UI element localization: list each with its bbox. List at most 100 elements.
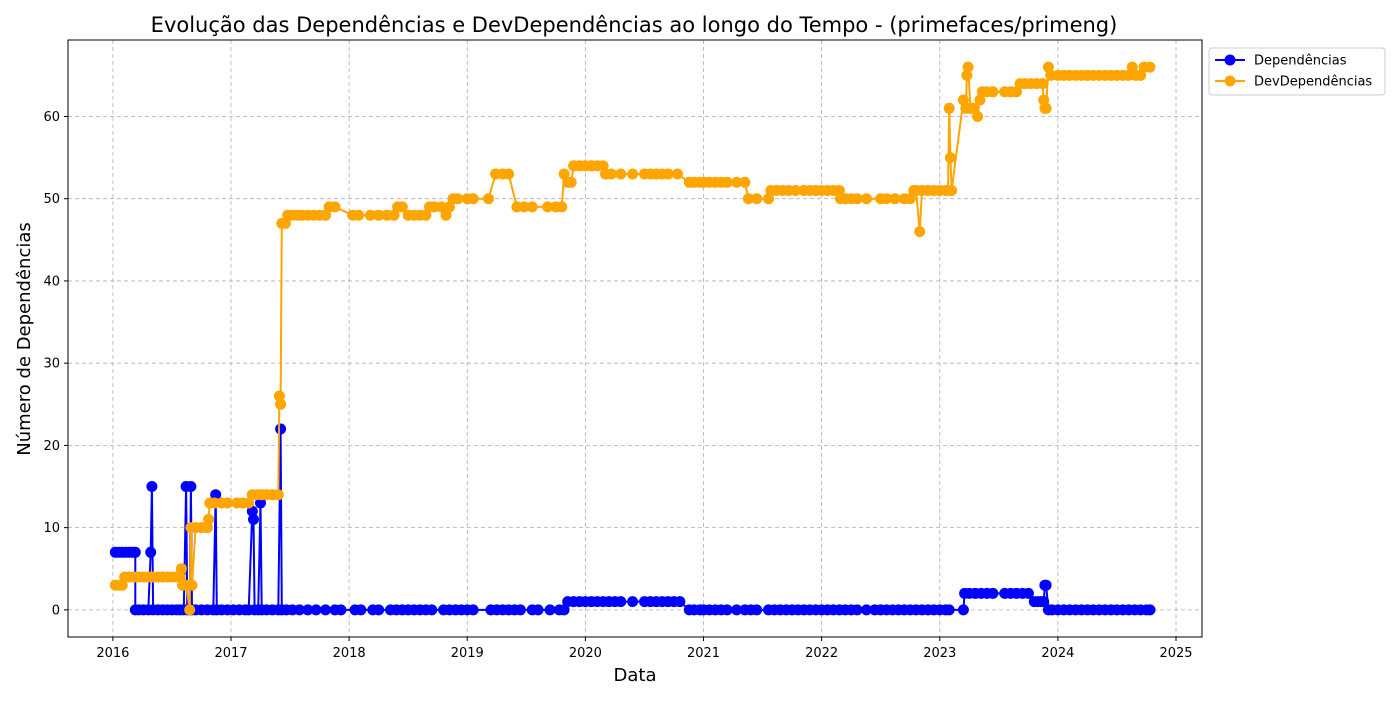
- series-devdependencias: [109, 61, 1156, 616]
- data-point-devdependencias: [503, 168, 515, 180]
- data-point-devdependencias: [861, 193, 872, 205]
- data-point-devdependencias: [967, 102, 979, 114]
- data-point-dependencias: [275, 423, 287, 435]
- data-point-dependencias: [373, 604, 385, 616]
- data-point-dependencias: [721, 604, 733, 616]
- data-point-devdependencias: [420, 209, 432, 221]
- data-point-devdependencias: [1040, 102, 1052, 114]
- data-point-devdependencias: [444, 201, 455, 213]
- data-point-devdependencias: [972, 111, 984, 122]
- x-tick-label: 2025: [1159, 646, 1192, 661]
- data-point-dependencias: [615, 596, 627, 608]
- x-tick-label: 2020: [569, 646, 602, 661]
- legend-marker-devdependencias: [1224, 75, 1236, 87]
- x-axis-title: Data: [614, 665, 657, 686]
- data-point-dependencias: [335, 604, 347, 616]
- data-point-dependencias: [1040, 579, 1052, 591]
- y-tick-label: 10: [43, 521, 60, 536]
- data-point-dependencias: [943, 604, 955, 616]
- legend-entries: Dependências DevDependências: [1215, 54, 1372, 90]
- data-point-devdependencias: [662, 168, 674, 180]
- data-point-devdependencias: [672, 168, 683, 180]
- grid-lines: [68, 40, 1202, 637]
- data-point-devdependencias: [435, 201, 447, 213]
- data-point-devdependencias: [483, 193, 494, 205]
- data-point-devdependencias: [904, 193, 916, 205]
- data-point-devdependencias: [961, 69, 973, 81]
- plot-frame: [67, 39, 1203, 638]
- data-point-devdependencias: [1135, 69, 1147, 81]
- data-point-devdependencias: [388, 209, 400, 221]
- data-point-devdependencias: [556, 201, 568, 213]
- data-point-dependencias: [426, 604, 438, 616]
- legend-frame: [1208, 47, 1386, 96]
- x-tick-label: 2017: [214, 646, 247, 661]
- y-tick-label: 0: [52, 603, 60, 618]
- data-point-devdependencias: [329, 201, 341, 213]
- data-point-devdependencias: [962, 61, 974, 73]
- data-point-devdependencias: [742, 193, 754, 205]
- y-axis-title: Número de Dependências: [14, 222, 35, 456]
- data-point-devdependencias: [833, 185, 845, 196]
- data-point-devdependencias: [987, 86, 999, 98]
- y-tick-label: 30: [43, 357, 60, 372]
- data-point-dependencias: [851, 604, 863, 616]
- data-point-dependencias: [558, 604, 570, 616]
- x-tick-label: 2021: [687, 646, 720, 661]
- data-point-dependencias: [302, 604, 314, 616]
- data-point-dependencias: [1022, 587, 1034, 599]
- data-point-devdependencias: [467, 193, 479, 205]
- data-point-devdependencias: [615, 168, 627, 180]
- series-line-dependencias: [115, 428, 1150, 611]
- data-point-devdependencias: [946, 185, 958, 196]
- data-point-devdependencias: [957, 94, 969, 106]
- data-point-devdependencias: [944, 152, 956, 164]
- data-point-devdependencias: [1144, 61, 1156, 73]
- data-point-devdependencias: [1011, 86, 1022, 98]
- y-tick-label: 60: [43, 110, 60, 125]
- data-point-devdependencias: [1038, 94, 1050, 106]
- data-point-dependencias: [320, 604, 331, 616]
- series-line-devdependencias: [115, 66, 1150, 611]
- data-point-dependencias: [145, 546, 157, 558]
- legend-label-dependencias: Dependências: [1254, 54, 1347, 69]
- data-point-dependencias: [532, 604, 544, 616]
- data-point-devdependencias: [731, 176, 743, 188]
- data-point-dependencias: [185, 481, 197, 492]
- data-point-devdependencias: [914, 226, 926, 238]
- data-point-dependencias: [210, 489, 222, 501]
- data-point-dependencias: [627, 596, 639, 608]
- data-point-devdependencias: [373, 209, 385, 221]
- data-point-dependencias: [544, 604, 556, 616]
- y-tick-label: 20: [43, 439, 60, 454]
- data-point-devdependencias: [542, 201, 554, 213]
- data-point-devdependencias: [1042, 61, 1054, 73]
- data-point-devdependencias: [273, 390, 285, 402]
- data-point-devdependencias: [222, 497, 233, 509]
- legend-marker-dependencias: [1224, 54, 1236, 66]
- data-point-devdependencias: [364, 209, 376, 221]
- data-point-devdependencias: [201, 522, 213, 534]
- data-point-devdependencias: [721, 176, 733, 188]
- data-point-devdependencias: [518, 201, 530, 213]
- x-axis-ticks: 2016 2017 2018 2019 2020 2021 2022 2023 2024 2025: [96, 637, 1193, 661]
- data-point-dependencias: [355, 604, 367, 616]
- y-axis-ticks: 0 10 20 30 40 50 60: [43, 110, 68, 618]
- data-point-dependencias: [674, 596, 686, 608]
- data-point-devdependencias: [184, 604, 196, 616]
- x-tick-label: 2022: [805, 646, 838, 661]
- data-point-dependencias: [146, 481, 158, 492]
- data-point-devdependencias: [203, 513, 215, 525]
- data-point-dependencias: [129, 546, 141, 558]
- legend: Dependências DevDependências: [1208, 47, 1386, 96]
- data-point-devdependencias: [558, 168, 570, 180]
- data-point-dependencias: [248, 513, 259, 525]
- x-tick-label: 2019: [451, 646, 484, 661]
- data-point-devdependencias: [739, 176, 751, 188]
- legend-label-devdependencias: DevDependências: [1254, 75, 1372, 90]
- series-layer: [109, 61, 1156, 616]
- data-point-dependencias: [987, 587, 999, 599]
- data-point-devdependencias: [272, 489, 284, 501]
- data-point-devdependencias: [243, 497, 255, 509]
